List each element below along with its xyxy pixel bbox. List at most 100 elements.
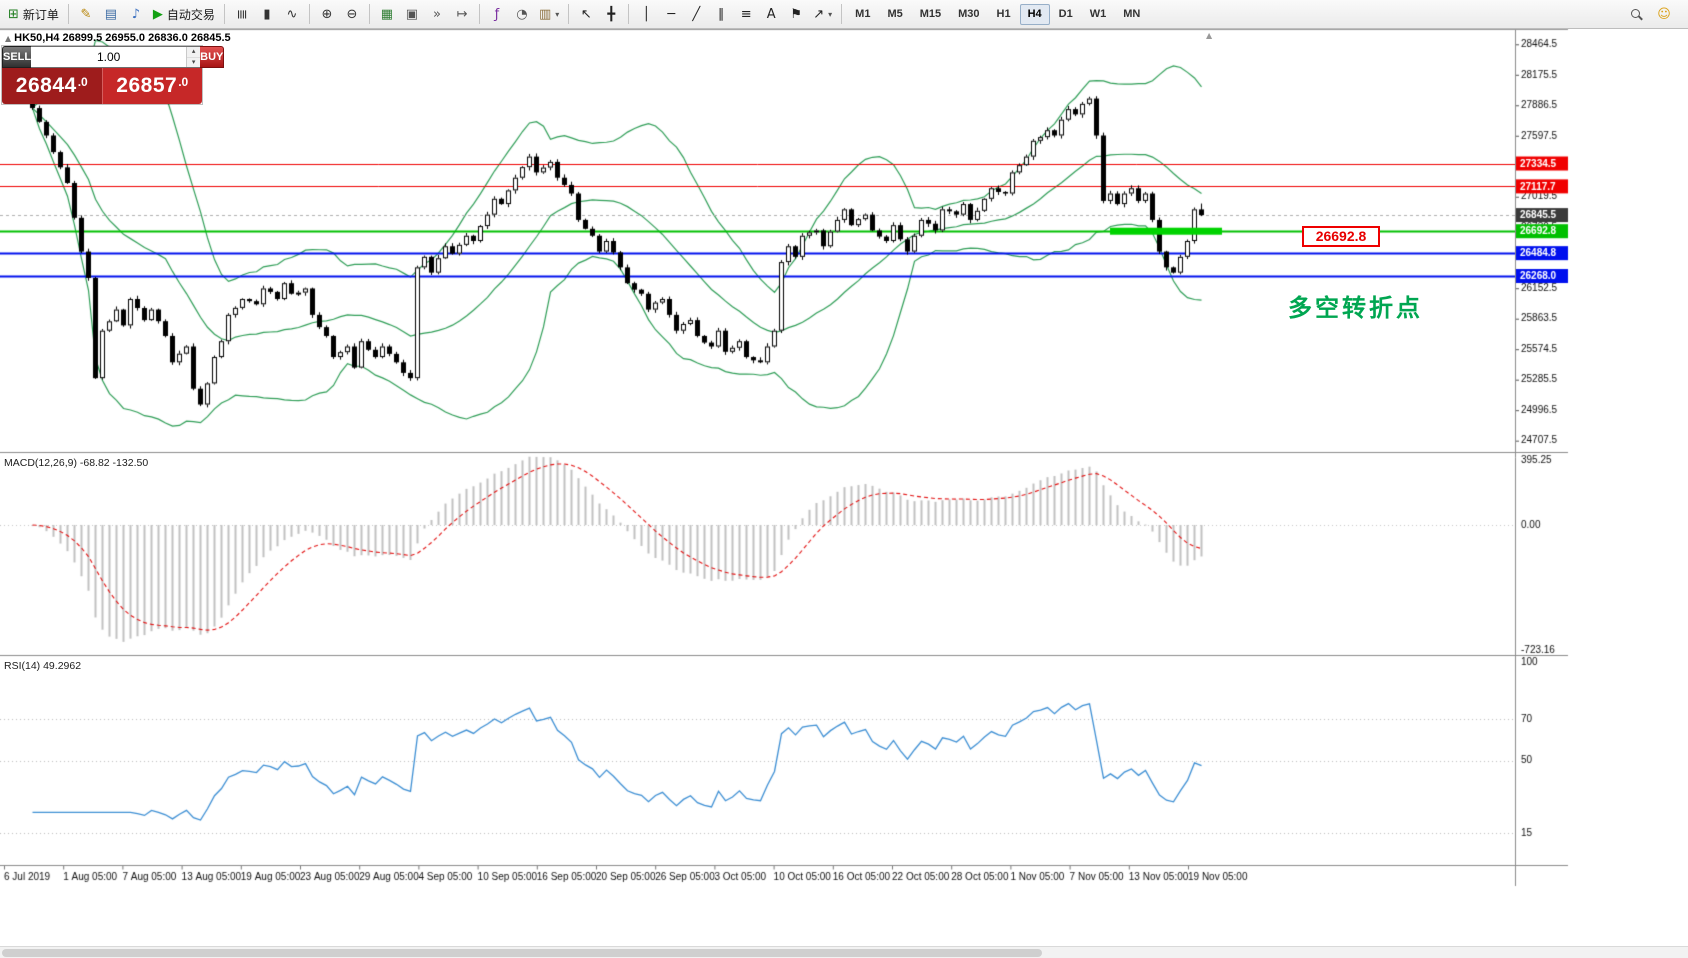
chart-shift-marker-icon: ▲ [1206,31,1213,40]
toolbar-separator [368,4,370,24]
search-button[interactable] [1624,3,1648,26]
candlestick-chart-button[interactable]: ▮ [255,3,279,26]
toolbar-right-icons: ☺ [1624,3,1684,26]
sell-price[interactable]: 26844 .0 [2,68,102,104]
zoom-out-button[interactable]: ⊖ [340,3,364,26]
text-label-button[interactable]: ⚑ [784,3,808,26]
vertical-line-icon: │ [642,6,651,22]
ohlc-text: HK50,H4 26899.5 26955.0 26836.0 26845.5 [14,32,231,44]
trendline-icon: ╱ [692,6,701,22]
bar-chart-button[interactable]: ≣ [230,3,254,26]
toolbar-separator [841,4,843,24]
smiley-button[interactable]: ☺ [1652,3,1676,26]
timeframe-mn-button[interactable]: MN [1123,8,1141,20]
toolbar-separator [223,4,225,24]
new-order-icon: ⊞ [8,6,19,22]
line-chart-button[interactable]: ∿ [280,3,304,26]
toolbar-separator [308,4,310,24]
crosshair-button[interactable]: ╋ [599,3,623,26]
buy-price[interactable]: 26857 .0 [101,68,202,104]
timeframe-h4-button[interactable]: H4 [1019,3,1050,25]
printer-icon: ▤ [104,6,118,22]
clock-icon: ◔ [516,6,528,22]
trendline-button[interactable]: ╱ [684,3,708,26]
rsi-indicator-label: RSI(14) 49.2962 [4,660,82,672]
cascade-icon: ▣ [405,6,419,22]
fibonacci-icon: ≡ [740,6,752,22]
cursor-button[interactable]: ↖ [574,3,598,26]
periods-button[interactable]: ◔ [510,3,534,26]
channel-icon: ∥ [718,6,725,22]
function-icon: ƒ [494,6,500,22]
flag-icon: ⚑ [790,6,803,22]
templates-button[interactable]: ▥ ▾ [535,3,563,26]
timeframe-m5-button[interactable]: M5 [887,8,903,20]
candlestick-icon: ▮ [263,6,271,22]
autotrading-button-label: 自动交易 [166,7,215,22]
new-order-button-label: 新订单 [22,7,59,22]
print-button[interactable]: ▤ [99,3,123,26]
timeframe-m1-button[interactable]: M1 [855,8,871,20]
indicators-button[interactable]: ƒ [485,3,509,26]
ohlc-readout: ▲ HK50,H4 26899.5 26955.0 26836.0 26845.5 [5,32,231,44]
sell-price-int: 26844 [15,74,77,97]
play-icon: ▶ [152,6,163,22]
alerts-button[interactable]: ♪ [124,3,148,26]
new-order-button[interactable]: ⊞ 新订单 [4,3,63,26]
price-up-icon: ▲ [5,34,12,43]
buy-button[interactable]: BUY [200,46,225,68]
zoom-out-icon: ⊖ [346,6,358,22]
timeframe-bar: M1 M5 M15 M30 H1 H4 D1 W1 MN [847,3,1148,25]
buy-price-int: 26857 [116,74,178,97]
pencil-icon: ✎ [80,6,92,22]
smiley-icon: ☺ [1657,6,1671,22]
toolbar-separator [478,4,480,24]
crosshair-icon: ╋ [607,6,616,22]
timeframe-d1-button[interactable]: D1 [1058,8,1073,20]
double-chevron-icon: » [432,6,441,22]
music-note-icon: ♪ [131,6,141,22]
buy-price-frac: .0 [178,74,189,89]
auto-scroll-button[interactable]: » [425,3,449,26]
timeframe-h1-button[interactable]: H1 [996,8,1011,20]
dropdown-caret-icon: ▾ [828,9,833,19]
shift-arrow-icon: ↦ [456,6,468,22]
volume-stepper: ▴ ▾ [31,46,201,68]
vertical-line-button[interactable]: │ [634,3,658,26]
volume-increase-button[interactable]: ▴ [187,47,201,58]
equidistant-channel-button[interactable]: ∥ [709,3,733,26]
toolbar: ⊞ 新订单 ✎ ▤ ♪ ▶ 自动交易 ≣ ▮ ∿ ⊕ ⊖ ▦ ▣» ↦ ƒ ◔ ▥ ▾ ↖ ╋ │ ─ ╱ ∥ ≡ A ⚑ ↗ ▾ M1 M5… [0,0,1688,29]
zoom-in-icon: ⊕ [321,6,333,22]
fibonacci-button[interactable]: ≡ [734,3,758,26]
sell-button[interactable]: SELL [2,46,32,68]
toolbar-separator [67,4,69,24]
arrow-icon: ↗ [813,6,825,22]
timeframe-w1-button[interactable]: W1 [1089,8,1107,20]
dropdown-caret-icon: ▾ [555,9,560,19]
tile-windows-button[interactable]: ▦ [375,3,399,26]
horizontal-scrollbar[interactable] [0,946,1688,958]
text-icon: A [766,6,776,22]
template-icon: ▥ [538,6,552,22]
scrollbar-thumb[interactable] [2,949,1042,957]
bars-icon: ≣ [234,8,250,20]
timeframe-m30-button[interactable]: M30 [958,8,980,20]
toolbar-separator [628,4,630,24]
volume-decrease-button[interactable]: ▾ [187,57,201,67]
chart-shift-button[interactable]: ↦ [450,3,474,26]
sell-price-frac: .0 [77,74,88,89]
metaeditor-button[interactable]: ✎ [74,3,98,26]
horizontal-line-button[interactable]: ─ [659,3,683,26]
zoom-in-button[interactable]: ⊕ [315,3,339,26]
cursor-arrow-icon: ↖ [580,6,592,22]
arrows-button[interactable]: ↗ ▾ [809,3,836,26]
pivot-annotation-text: 多空转折点 [1288,294,1423,322]
text-button[interactable]: A [759,3,783,26]
grid-icon: ▦ [380,6,394,22]
volume-input[interactable] [31,47,187,67]
timeframe-m15-button[interactable]: M15 [919,8,942,20]
toolbar-separator [568,4,570,24]
autotrading-button[interactable]: ▶ 自动交易 [149,3,219,26]
cascade-windows-button[interactable]: ▣ [400,3,424,26]
